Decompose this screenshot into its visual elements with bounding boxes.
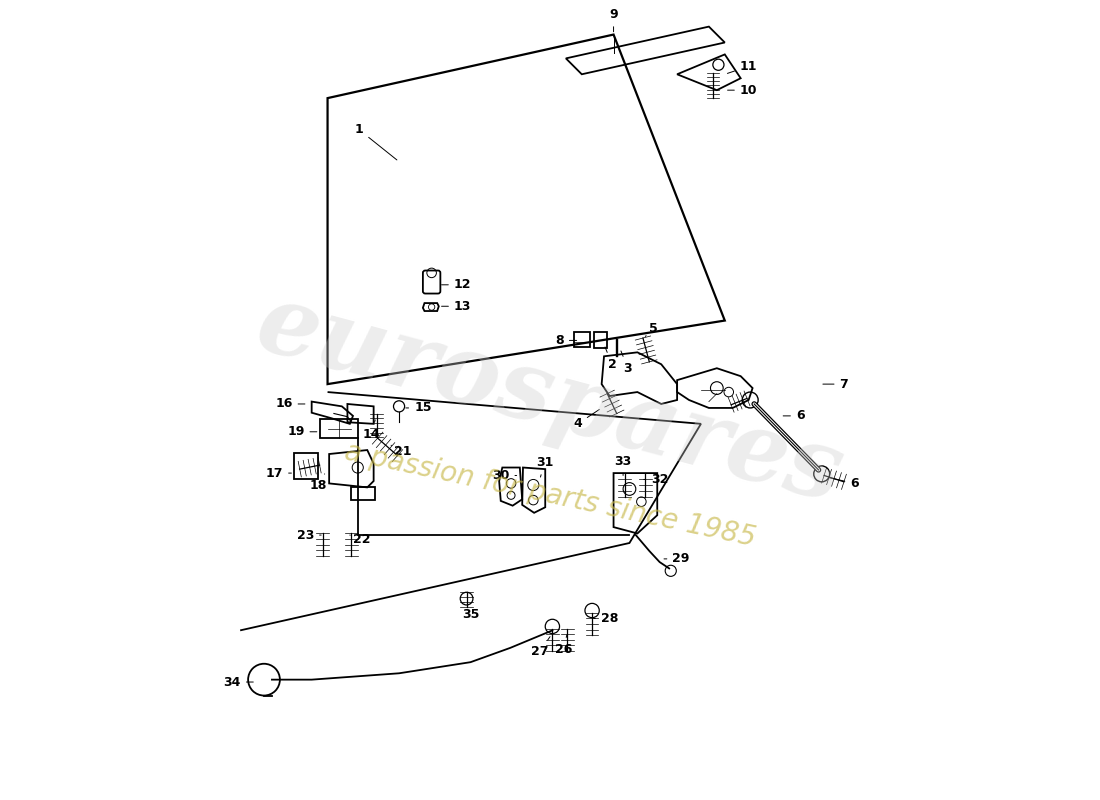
Text: 15: 15 (406, 402, 431, 414)
Text: 10: 10 (727, 84, 758, 97)
Text: a passion for parts since 1985: a passion for parts since 1985 (342, 438, 758, 553)
Text: 33: 33 (615, 454, 631, 475)
Text: 14: 14 (363, 420, 379, 441)
Text: 7: 7 (823, 378, 848, 390)
Text: 13: 13 (441, 300, 471, 313)
Text: 21: 21 (392, 445, 411, 458)
Text: 17: 17 (265, 466, 292, 479)
Text: 6: 6 (829, 477, 859, 490)
Text: eurospares: eurospares (246, 277, 854, 523)
Text: 1: 1 (355, 123, 397, 160)
Text: 31: 31 (536, 456, 553, 477)
Text: 18: 18 (309, 474, 327, 492)
Text: 3: 3 (620, 351, 632, 374)
Text: 28: 28 (594, 612, 618, 625)
Text: 16: 16 (275, 398, 305, 410)
Text: 6: 6 (783, 410, 804, 422)
Text: 35: 35 (462, 602, 480, 621)
Text: 2: 2 (605, 347, 616, 370)
Text: 5: 5 (646, 322, 658, 337)
Text: 26: 26 (554, 634, 572, 656)
Text: 22: 22 (350, 533, 371, 546)
Text: 9: 9 (609, 8, 618, 32)
Text: 30: 30 (492, 469, 517, 482)
Text: 32: 32 (644, 473, 669, 486)
Text: 29: 29 (664, 552, 690, 566)
Text: 34: 34 (223, 675, 253, 689)
Text: 23: 23 (297, 529, 321, 542)
Text: 19: 19 (287, 426, 317, 438)
Text: 4: 4 (573, 410, 600, 430)
Text: 27: 27 (531, 637, 550, 658)
Text: 11: 11 (727, 60, 758, 74)
Text: 8: 8 (556, 334, 576, 347)
Text: 12: 12 (441, 278, 472, 291)
